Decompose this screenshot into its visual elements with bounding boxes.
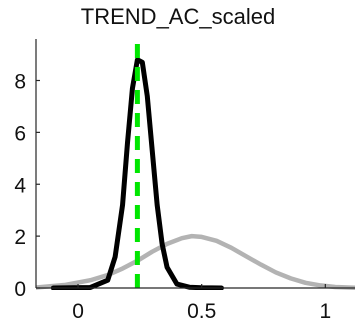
- chart-title: TREND_AC_scaled: [80, 4, 276, 29]
- y-tick-label: 6: [14, 122, 26, 145]
- series-line-1: [36, 233, 355, 290]
- y-tick-label: 2: [14, 226, 26, 249]
- y-tick-label: 0: [14, 278, 26, 301]
- x-tick-label: 0.5: [187, 300, 216, 323]
- series-line-2: [50, 57, 224, 290]
- series-group: [36, 39, 355, 290]
- y-tick-label: 4: [14, 174, 26, 197]
- y-tick-label: 8: [14, 71, 26, 94]
- x-tick-label: 0: [72, 300, 84, 323]
- x-tick-label: 1: [319, 300, 331, 323]
